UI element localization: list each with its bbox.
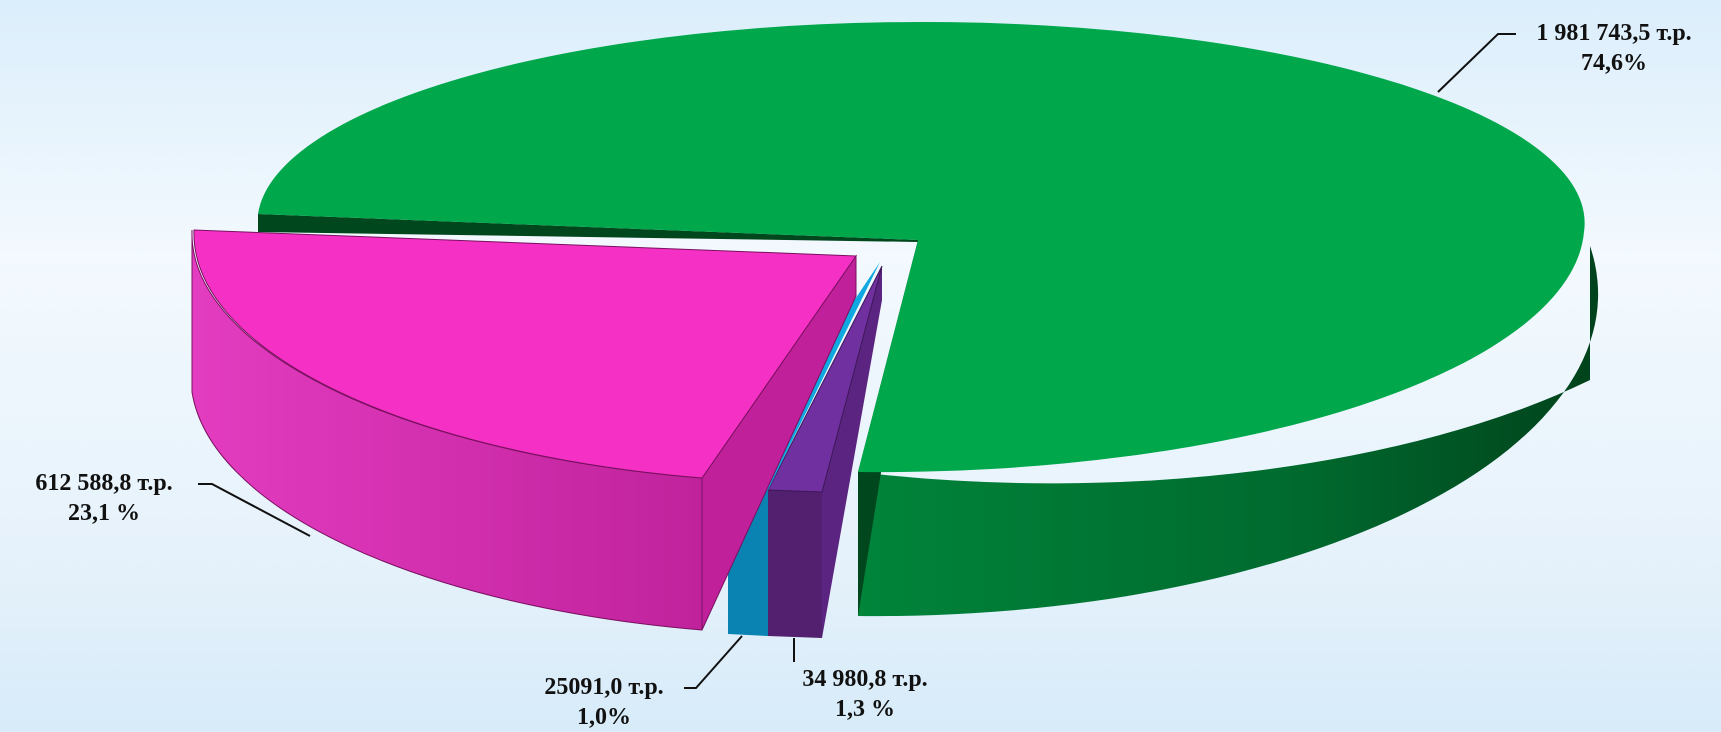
data-label-3: 612 588,8 т.р. 23,1 % [8,468,200,528]
pie-slice-3 [191,229,857,631]
pie-slice-1 [767,265,883,638]
pie-slice-0 [258,21,1599,617]
pie-slice-0-top [258,21,1585,473]
data-label-2-value: 25091,0 т.р. [544,674,664,700]
pie-slice-1-wall [822,266,882,638]
data-label-0-percent: 74,6% [1581,50,1647,76]
data-label-1-value: 34 980,8 т.р. [802,666,928,692]
data-label-1: 34 980,8 т.р. 1,3 % [772,664,958,724]
data-label-3-percent: 23,1 % [68,500,140,526]
leader-line-3 [198,483,311,537]
leader-line-2 [684,635,743,689]
data-label-3-value: 612 588,8 т.р. [35,470,173,496]
data-label-2-percent: 1,0% [577,704,631,730]
data-label-2: 25091,0 т.р. 1,0% [520,672,688,732]
pie-slice-0-side [858,246,1599,617]
pie-slice-1-front [768,490,822,638]
pie-slice-0-inner-wall [258,214,918,242]
pie-slice-1-top [767,265,883,493]
leader-line-0 [1437,33,1516,93]
data-label-1-percent: 1,3 % [835,696,895,722]
data-label-0: 1 981 743,5 т.р. 74,6% [1512,18,1716,78]
data-label-0-value: 1 981 743,5 т.р. [1536,20,1692,46]
pie-slice-3-top [193,229,857,479]
